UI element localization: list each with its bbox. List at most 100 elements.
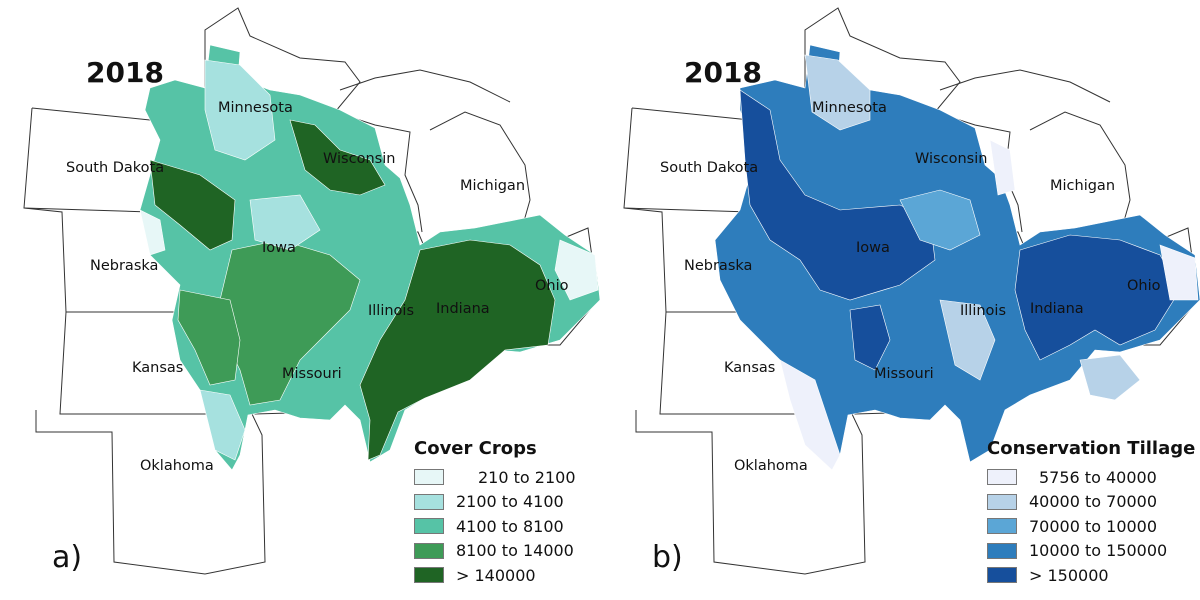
- legend-label: > 140000: [456, 565, 536, 585]
- legend-swatch: [987, 518, 1017, 535]
- legend-swatch: [987, 493, 1017, 510]
- legend-label: 10000 to 150000: [1029, 541, 1168, 561]
- map-conservation-tillage: Minnesota Wisconsin Michigan South Dakot…: [623, 7, 1200, 575]
- watershed-dark-3: [849, 304, 891, 371]
- legend-label: 5756 to 40000: [1039, 467, 1157, 487]
- year-title: 2018: [684, 56, 762, 89]
- legend-label: > 150000: [1029, 565, 1109, 585]
- watershed-light-3: [199, 389, 246, 461]
- watershed-mid-2: [177, 289, 241, 386]
- legend-swatch: [987, 469, 1017, 486]
- label-kansas: Kansas: [132, 360, 183, 376]
- state-labels: Minnesota Wisconsin Michigan South Dakot…: [660, 100, 1161, 474]
- legend-swatch: [414, 542, 444, 559]
- legend-label: 70000 to 10000: [1029, 516, 1158, 536]
- panel-conservation-tillage: Minnesota Wisconsin Michigan South Dakot…: [600, 0, 1200, 600]
- legend-item: 8100 to 14000: [414, 539, 576, 564]
- state-labels: Minnesota Wisconsin Michigan South Dakot…: [66, 100, 569, 474]
- watershed-light-2: [249, 194, 321, 251]
- border-ks: [59, 311, 252, 415]
- legend-swatch: [414, 469, 444, 486]
- label-oklahoma: Oklahoma: [140, 458, 214, 474]
- legend-item: 2100 to 4100: [414, 490, 576, 515]
- legend-item: 4100 to 8100: [414, 514, 576, 539]
- watershed-pale-2: [989, 139, 1016, 196]
- watershed-light-2: [939, 299, 996, 381]
- watershed-dark-1: [739, 89, 936, 301]
- label-south-dakota: South Dakota: [660, 160, 758, 176]
- label-indiana: Indiana: [1030, 301, 1084, 317]
- legend-swatch: [987, 567, 1017, 584]
- watershed-pale-3: [1159, 244, 1199, 301]
- legend-label: 4100 to 8100: [456, 516, 564, 536]
- legend-item: 10000 to 150000: [987, 539, 1195, 564]
- border-mn: [804, 7, 961, 183]
- panel-cover-crops: Minnesota Wisconsin Michigan South Dakot…: [23, 7, 600, 588]
- watershed-region: [714, 44, 1200, 471]
- legend-swatch: [987, 542, 1017, 559]
- label-missouri: Missouri: [874, 366, 934, 382]
- legend: Cover Crops 210 to 2100 2100 to 4100 410…: [414, 438, 576, 588]
- border-ok: [635, 410, 866, 575]
- label-illinois: Illinois: [960, 303, 1006, 319]
- watershed-dark-2: [1014, 234, 1181, 361]
- legend-label: 8100 to 14000: [456, 541, 574, 561]
- legend-title: Conservation Tillage: [987, 438, 1196, 459]
- panel-label: b): [652, 540, 683, 575]
- label-kansas: Kansas: [724, 360, 775, 376]
- label-iowa: Iowa: [856, 240, 890, 256]
- label-nebraska: Nebraska: [90, 258, 158, 274]
- legend-item: > 150000: [987, 563, 1195, 588]
- legend-item: 210 to 2100: [414, 465, 576, 490]
- legend-item: 40000 to 70000: [987, 490, 1195, 515]
- label-nebraska: Nebraska: [684, 258, 752, 274]
- legend-swatch: [414, 493, 444, 510]
- legend-item: > 140000: [414, 563, 576, 588]
- label-ohio: Ohio: [1127, 278, 1161, 294]
- watershed-dark-3: [359, 239, 556, 461]
- label-ohio: Ohio: [535, 278, 569, 294]
- border-ok: [35, 410, 266, 575]
- legend-swatch: [414, 518, 444, 535]
- watershed-region: [139, 44, 600, 471]
- watershed-pale-1: [139, 209, 166, 256]
- label-indiana: Indiana: [436, 301, 490, 317]
- legend-item: 5756 to 40000: [987, 465, 1195, 490]
- label-minnesota: Minnesota: [218, 100, 293, 116]
- border-ks: [659, 311, 852, 415]
- label-wisconsin: Wisconsin: [323, 151, 395, 167]
- label-missouri: Missouri: [282, 366, 342, 382]
- border-ne: [623, 207, 780, 313]
- map-cover-crops: Minnesota Wisconsin Michigan South Dakot…: [23, 7, 600, 575]
- label-south-dakota: South Dakota: [66, 160, 164, 176]
- legend-item: 70000 to 10000: [987, 514, 1195, 539]
- label-michigan: Michigan: [1050, 178, 1115, 194]
- watershed-pale-2: [554, 239, 599, 301]
- label-michigan: Michigan: [460, 178, 525, 194]
- watershed-light-1: [804, 54, 871, 131]
- watershed-pale-1: [779, 359, 841, 471]
- label-oklahoma: Oklahoma: [734, 458, 808, 474]
- legend-label: 2100 to 4100: [456, 492, 564, 512]
- watershed-dark-1: [149, 159, 236, 251]
- border-ne: [23, 207, 180, 313]
- legend-label: 210 to 2100: [478, 467, 576, 487]
- legend-swatch: [414, 567, 444, 584]
- watershed-light-3: [1079, 354, 1141, 401]
- watershed-light-1: [204, 59, 276, 161]
- label-wisconsin: Wisconsin: [915, 151, 987, 167]
- label-illinois: Illinois: [368, 303, 414, 319]
- legend: Conservation Tillage 5756 to 40000 40000…: [987, 438, 1195, 588]
- legend-label: 40000 to 70000: [1029, 492, 1158, 512]
- watershed-dark-2: [289, 119, 386, 196]
- year-title: 2018: [86, 56, 164, 89]
- legend-title: Cover Crops: [414, 438, 537, 459]
- watershed-mid: [899, 189, 981, 251]
- border-mi-up: [939, 69, 1111, 103]
- border-mn: [204, 7, 361, 183]
- label-minnesota: Minnesota: [812, 100, 887, 116]
- border-mi-up: [339, 69, 511, 103]
- border-wi: [334, 111, 423, 233]
- label-iowa: Iowa: [262, 240, 296, 256]
- panel-label: a): [52, 540, 83, 575]
